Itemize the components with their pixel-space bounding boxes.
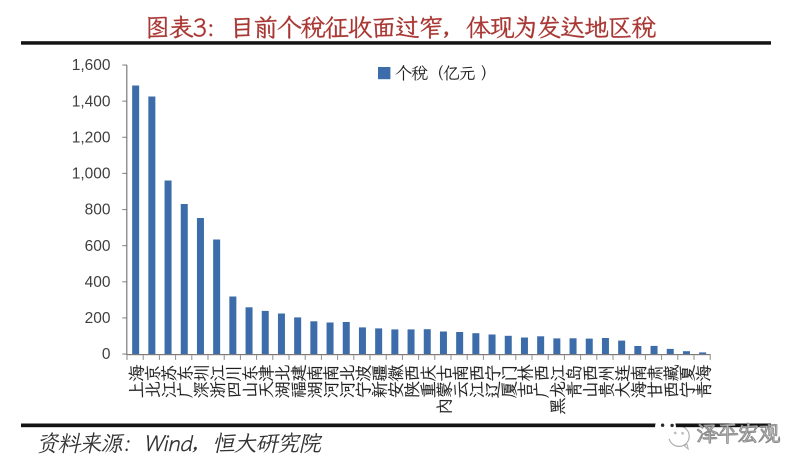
svg-text:1,200: 1,200 bbox=[72, 129, 111, 146]
svg-text:400: 400 bbox=[85, 274, 111, 291]
svg-text:0: 0 bbox=[102, 346, 111, 363]
svg-text:1,600: 1,600 bbox=[72, 57, 111, 74]
svg-text:1,400: 1,400 bbox=[72, 93, 111, 110]
svg-text:800: 800 bbox=[85, 202, 111, 219]
svg-text:1,000: 1,000 bbox=[72, 166, 111, 183]
svg-text:200: 200 bbox=[85, 310, 111, 327]
svg-text:600: 600 bbox=[85, 238, 111, 255]
